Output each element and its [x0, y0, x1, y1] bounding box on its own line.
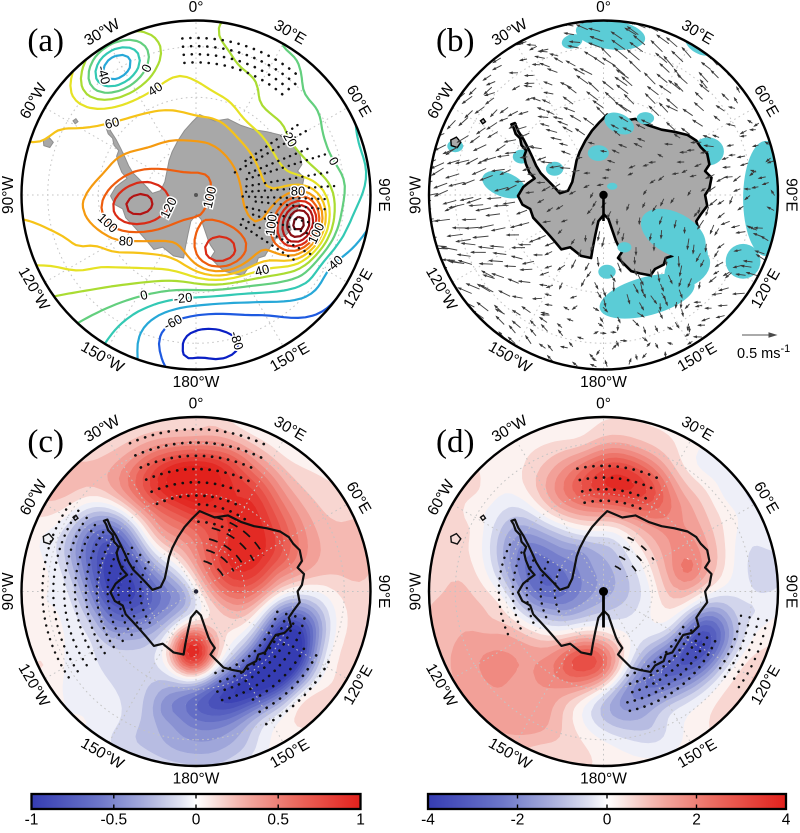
svg-text:-40: -40	[94, 64, 113, 86]
svg-text:180°W: 180°W	[173, 771, 220, 788]
svg-text:180°W: 180°W	[173, 374, 220, 391]
svg-text:-80: -80	[227, 329, 247, 351]
svg-text:90°E: 90°E	[783, 178, 800, 212]
svg-text:0.5: 0.5	[267, 812, 289, 829]
svg-text:0°: 0°	[596, 396, 611, 413]
svg-text:80: 80	[291, 184, 305, 199]
svg-text:(b): (b)	[436, 23, 474, 59]
svg-text:90°E: 90°E	[783, 575, 800, 609]
svg-text:-4: -4	[421, 812, 435, 829]
svg-text:90°W: 90°W	[0, 572, 17, 610]
svg-text:0: 0	[603, 812, 612, 829]
svg-text:1: 1	[356, 812, 365, 829]
svg-text:80: 80	[118, 233, 133, 249]
svg-text:90°W: 90°W	[408, 572, 425, 610]
svg-text:(d): (d)	[436, 424, 474, 460]
svg-text:90°E: 90°E	[375, 575, 392, 609]
svg-text:90°E: 90°E	[375, 178, 392, 212]
svg-text:180°W: 180°W	[580, 374, 627, 391]
svg-text:0°: 0°	[596, 0, 611, 16]
svg-text:40: 40	[253, 261, 271, 279]
svg-text:60: 60	[103, 114, 121, 132]
svg-text:180°W: 180°W	[580, 771, 627, 788]
svg-text:-2: -2	[511, 812, 525, 829]
svg-text:-20: -20	[173, 290, 193, 307]
svg-text:90°W: 90°W	[0, 176, 17, 214]
svg-text:100: 100	[200, 185, 219, 210]
svg-text:(a): (a)	[27, 23, 64, 59]
svg-text:(c): (c)	[27, 424, 64, 460]
svg-text:100: 100	[262, 213, 280, 236]
svg-text:2: 2	[692, 812, 701, 829]
svg-text:4: 4	[782, 812, 791, 829]
svg-text:-1: -1	[25, 812, 39, 829]
svg-text:0°: 0°	[189, 396, 204, 413]
svg-text:-0.5: -0.5	[100, 812, 127, 829]
svg-text:0°: 0°	[189, 0, 204, 16]
svg-text:90°W: 90°W	[408, 176, 425, 214]
svg-text:0.5 ms-1: 0.5 ms-1	[737, 343, 790, 362]
svg-text:0: 0	[192, 812, 201, 829]
